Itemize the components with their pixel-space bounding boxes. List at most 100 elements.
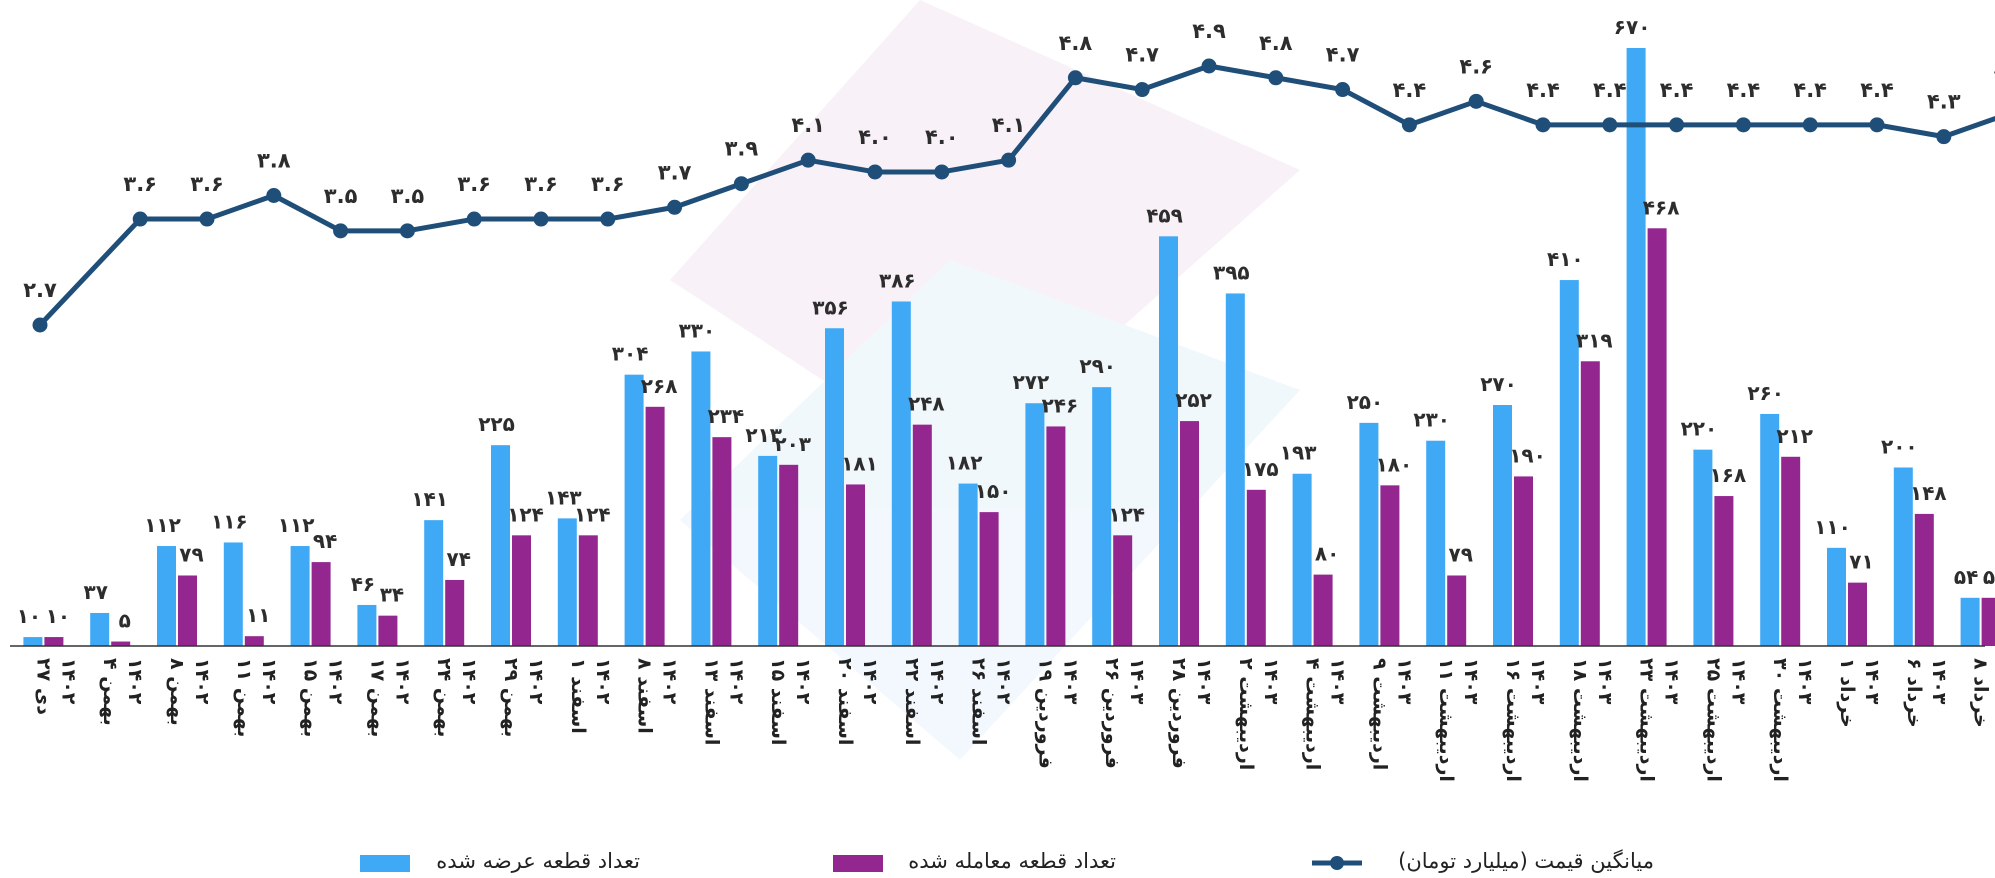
price-label: ۴.۱ xyxy=(791,113,825,137)
bar-traded-label: ۲۱۲ xyxy=(1776,424,1813,448)
price-point xyxy=(1134,82,1150,98)
bar-traded-label: ۷۱ xyxy=(1849,550,1873,574)
bar-traded-label: ۲۴۸ xyxy=(908,392,945,416)
bar-traded xyxy=(1914,513,1934,646)
bar-traded xyxy=(1246,489,1266,646)
x-tick-label-year: ۱۴۰۲ xyxy=(592,658,614,705)
price-label: ۴.۶ xyxy=(1459,54,1493,78)
price-label: ۳.۶ xyxy=(123,172,157,196)
x-tick-label-year: ۱۴۰۲ xyxy=(124,658,146,705)
x-tick-label-date: ۳۰ اردیبهشت xyxy=(1769,658,1791,782)
x-tick: ۸ اسفند ۱۴۰۲ xyxy=(634,658,681,734)
bar-traded-label: ۲۶۸ xyxy=(641,374,678,398)
bar-offered xyxy=(1292,473,1312,646)
legend: تعداد قطعه عرضه شده تعداد قطعه معامله شد… xyxy=(360,849,1654,873)
x-tick-label-year: ۱۴۰۳ xyxy=(1594,658,1616,705)
price-point xyxy=(333,223,349,239)
bar-offered xyxy=(1893,467,1913,646)
x-tick-label-date: ۸ اسفند xyxy=(634,658,656,734)
x-tick-label-date: ۲۵ اردیبهشت xyxy=(1702,658,1724,782)
bar-offered-label: ۶۷۰ xyxy=(1614,15,1651,39)
price-point xyxy=(1602,117,1618,133)
bar-traded xyxy=(1981,597,1995,646)
price-label: ۳.۸ xyxy=(257,149,291,173)
legend-swatch-traded xyxy=(833,855,883,872)
x-tick-label-date: ۱ خرداد xyxy=(1836,658,1858,728)
x-tick-label-date: ۱۹ فروردین xyxy=(1034,658,1056,769)
bars-layer xyxy=(23,48,1995,646)
bar-traded xyxy=(712,437,732,646)
price-label: ۴.۵ xyxy=(1994,66,1995,90)
bar-traded xyxy=(445,579,465,646)
bar-offered-label: ۲۲۰ xyxy=(1681,417,1718,441)
price-point xyxy=(1802,117,1818,133)
bar-offered xyxy=(1225,293,1245,646)
x-tick-label-year: ۱۴۰۳ xyxy=(1661,658,1683,705)
bar-traded-label: ۱۲۴ xyxy=(507,502,544,526)
bar-offered xyxy=(1493,405,1512,646)
bar-traded xyxy=(1580,361,1600,646)
bar-traded-label: ۱۱ xyxy=(246,603,270,627)
x-tick: ۲ اردیبهشت ۱۴۰۳ xyxy=(1235,658,1282,770)
x-tick-label-year: ۱۴۰۳ xyxy=(1327,658,1349,705)
price-line xyxy=(38,63,1995,327)
bar-offered xyxy=(1359,422,1379,646)
x-tick-label-date: ۱۳ اسفند xyxy=(700,658,722,745)
x-tick-label-year: ۱۴۰۳ xyxy=(1126,658,1148,705)
x-tick-label-date: ۴ بهمن xyxy=(99,658,121,726)
bar-offered-label: ۲۹۰ xyxy=(1079,354,1116,378)
bar-offered xyxy=(290,546,310,646)
bar-offered xyxy=(357,604,377,646)
bar-traded-label: ۳۴ xyxy=(380,583,404,607)
x-tick-label-year: ۱۴۰۲ xyxy=(859,658,881,705)
bar-traded-label: ۱۵۰ xyxy=(975,479,1012,503)
price-label: ۳.۵ xyxy=(324,184,358,208)
price-point xyxy=(934,164,950,180)
legend-item-traded: تعداد قطعه معامله شده xyxy=(833,849,1116,873)
x-tick-label-year: ۱۴۰۲ xyxy=(458,658,480,705)
price-point xyxy=(1669,117,1685,133)
bar-traded-label: ۱۲۴ xyxy=(1108,502,1145,526)
x-tick-label-year: ۱۴۰۲ xyxy=(525,658,547,705)
x-tick-label-year: ۱۴۰۲ xyxy=(325,658,347,705)
x-tick-label-date: ۶ خرداد xyxy=(1903,658,1925,728)
bar-offered-label: ۵۴ xyxy=(1954,565,1978,589)
x-tick-label-year: ۱۴۰۳ xyxy=(1727,658,1749,705)
x-tick-label-date: ۲۷ دی xyxy=(32,658,54,715)
bar-traded-label: ۱۸۱ xyxy=(841,451,878,475)
price-point xyxy=(1936,129,1952,145)
price-point xyxy=(266,188,282,203)
x-tick-label-year: ۱۴۰۳ xyxy=(1794,658,1816,705)
price-label: ۴.۴ xyxy=(1526,78,1560,102)
bar-traded xyxy=(979,512,999,646)
x-tick-label-date: ۹ اردیبهشت xyxy=(1368,658,1390,770)
bar-traded-label: ۱۰ xyxy=(46,604,70,628)
bar-traded xyxy=(846,484,865,646)
x-tick-label-year: ۱۴۰۳ xyxy=(1460,658,1482,705)
x-tick-label-date: ۱۶ اردیبهشت xyxy=(1502,658,1524,782)
x-tick-label-date: ۱۵ اسفند xyxy=(767,658,789,745)
price-label: ۴.۴ xyxy=(1593,78,1627,102)
x-tick-label-year: ۱۴۰۲ xyxy=(792,658,814,705)
bar-offered-label: ۲۱۳ xyxy=(745,423,782,447)
bar-offered-label: ۳۳۰ xyxy=(679,318,716,342)
bar-offered-label: ۲۲۵ xyxy=(478,412,515,436)
x-tick: ۸ بهمن ۱۴۰۲ xyxy=(166,658,213,726)
x-tick-label-year: ۱۴۰۲ xyxy=(391,658,413,705)
price-point xyxy=(1067,70,1083,86)
bar-traded-label: ۷۴ xyxy=(446,547,470,571)
bar-offered-label: ۳۷ xyxy=(83,580,107,604)
bar-traded xyxy=(244,636,264,646)
x-tick-label-year: ۱۴۰۲ xyxy=(191,658,213,705)
price-point xyxy=(600,211,616,227)
x-tick-label-date: ۱۱ اردیبهشت xyxy=(1435,658,1457,782)
bar-traded xyxy=(311,562,331,646)
bar-traded xyxy=(178,575,197,646)
